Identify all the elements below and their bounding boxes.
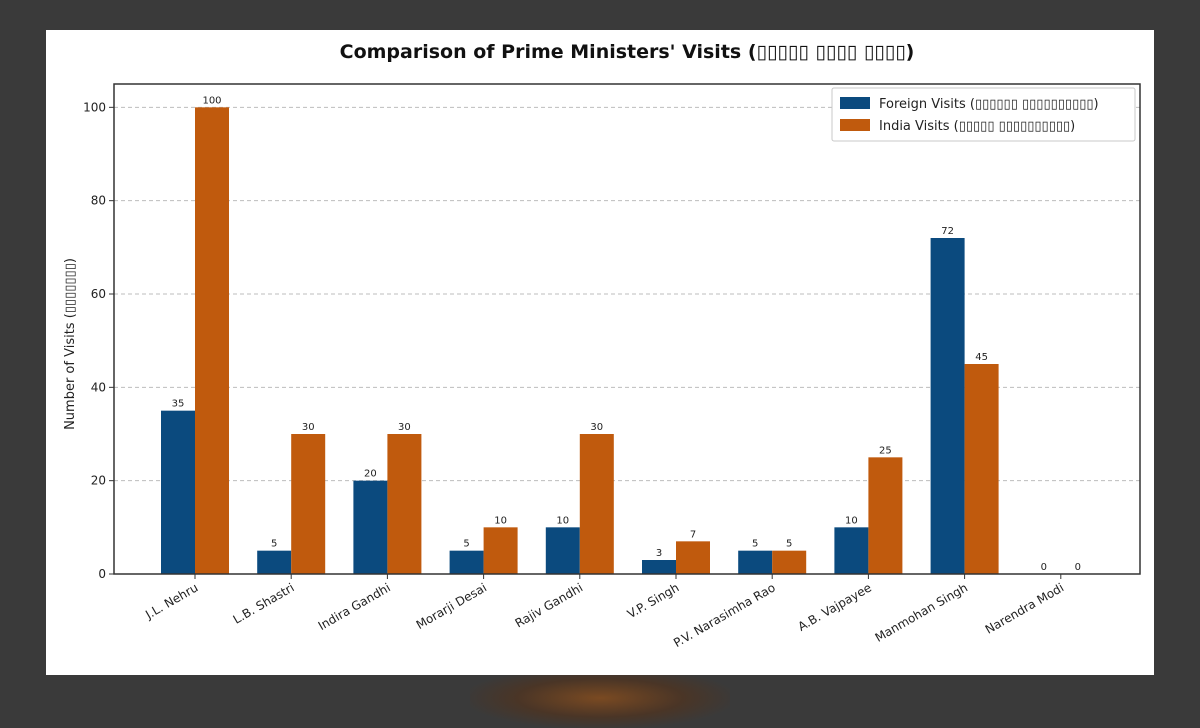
bar-india-2 bbox=[387, 434, 422, 574]
x-tick-label: Narendra Modi bbox=[983, 580, 1067, 636]
bars bbox=[161, 107, 999, 574]
bar-foreign-1 bbox=[257, 550, 292, 574]
data-label: 5 bbox=[271, 539, 277, 550]
x-tick-label: Indira Gandhi bbox=[316, 580, 393, 633]
data-label: 7 bbox=[690, 529, 696, 540]
legend-entry: India Visits (▯▯▯▯▯ ▯▯▯▯▯▯▯▯▯▯) bbox=[879, 119, 1075, 134]
bar-foreign-3 bbox=[449, 550, 484, 574]
bar-foreign-7 bbox=[834, 527, 869, 574]
data-label: 30 bbox=[398, 422, 411, 433]
y-axis: 0 20 40 60 80 100 bbox=[83, 100, 114, 581]
data-label: 72 bbox=[941, 226, 954, 237]
x-tick-label: Manmohan Singh bbox=[873, 580, 971, 644]
bar-india-1 bbox=[291, 434, 326, 574]
bar-foreign-0 bbox=[161, 410, 195, 574]
bar-india-6 bbox=[772, 550, 807, 574]
legend-entry: Foreign Visits (▯▯▯▯▯▯ ▯▯▯▯▯▯▯▯▯▯) bbox=[879, 97, 1099, 112]
x-tick-label: Morarji Desai bbox=[414, 580, 489, 632]
data-label: 10 bbox=[556, 515, 569, 526]
y-tick-label: 60 bbox=[91, 287, 106, 301]
y-tick-label: 80 bbox=[91, 194, 106, 208]
legend: Foreign Visits (▯▯▯▯▯▯ ▯▯▯▯▯▯▯▯▯▯) India … bbox=[831, 87, 1136, 142]
plot-frame bbox=[113, 83, 1141, 575]
bar-foreign-8 bbox=[930, 238, 965, 574]
data-label: 20 bbox=[364, 469, 377, 480]
data-label: 10 bbox=[494, 515, 507, 526]
y-tick-label: 100 bbox=[83, 100, 106, 114]
x-tick-label: A.B. Vajpayee bbox=[795, 580, 873, 633]
bar-chart: Comparison of Prime Ministers' Visits (▯… bbox=[63, 41, 1141, 650]
bar-india-3 bbox=[483, 527, 518, 574]
x-tick-label: V.P. Singh bbox=[625, 580, 682, 621]
data-label: 0 bbox=[1075, 562, 1081, 573]
data-label: 30 bbox=[302, 422, 315, 433]
y-tick-label: 40 bbox=[91, 380, 106, 394]
bar-foreign-2 bbox=[353, 480, 388, 574]
bar-india-8 bbox=[964, 364, 999, 574]
x-tick-label: P.V. Narasimha Rao bbox=[671, 580, 778, 650]
x-tick-label: J.L. Nehru bbox=[142, 580, 200, 622]
bar-india-5 bbox=[676, 541, 710, 574]
y-tick-label: 0 bbox=[98, 567, 106, 581]
x-tick-label: L.B. Shastri bbox=[231, 580, 297, 626]
data-label: 0 bbox=[1041, 562, 1047, 573]
bar-foreign-5 bbox=[642, 560, 676, 574]
chart-card: Comparison of Prime Ministers' Visits (▯… bbox=[46, 30, 1154, 675]
data-label: 35 bbox=[172, 399, 185, 410]
data-label: 100 bbox=[202, 95, 221, 106]
y-tick-label: 20 bbox=[91, 474, 106, 488]
legend-box bbox=[831, 87, 1136, 142]
bar-india-4 bbox=[579, 434, 614, 574]
x-axis: J.L. Nehru L.B. Shastri Indira Gandhi Morar… bbox=[142, 574, 1066, 650]
data-label: 25 bbox=[879, 445, 892, 456]
data-label: 5 bbox=[786, 539, 792, 550]
x-tick-label: Rajiv Gandhi bbox=[513, 580, 586, 630]
y-axis-label: Number of Visits (▯▯▯▯▯▯▯) bbox=[63, 258, 78, 430]
legend-swatch bbox=[840, 119, 870, 131]
data-label: 5 bbox=[752, 539, 758, 550]
bar-foreign-4 bbox=[545, 527, 580, 574]
legend-swatch bbox=[840, 97, 870, 109]
data-label: 10 bbox=[845, 515, 858, 526]
bar-foreign-6 bbox=[738, 550, 773, 574]
background-glow bbox=[470, 668, 730, 728]
bar-india-7 bbox=[868, 457, 903, 574]
bar-india-0 bbox=[195, 107, 229, 574]
data-label: 5 bbox=[463, 539, 469, 550]
chart-title: Comparison of Prime Ministers' Visits (▯… bbox=[340, 41, 915, 63]
data-label: 3 bbox=[656, 548, 662, 559]
data-label: 30 bbox=[590, 422, 603, 433]
data-label: 45 bbox=[975, 352, 988, 363]
